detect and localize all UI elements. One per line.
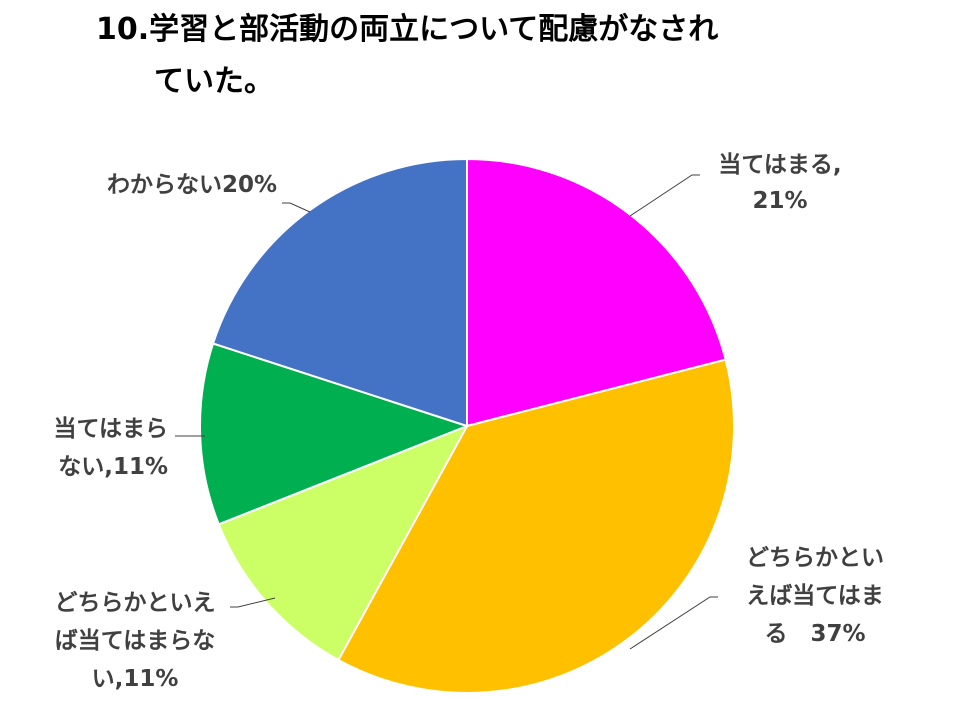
slice-label-3: どちらかといえば当てはまらない,11%: [55, 590, 216, 692]
slice-label-4: 当てはまらない,11%: [53, 416, 168, 480]
chart-title: 10.学習と部活動の両立について配慮がなされ ていた。: [96, 4, 896, 108]
slice-label-line: ば当てはまらな: [55, 628, 216, 654]
slice-label-2: どちらかといえば当てはまる 37%: [746, 545, 884, 647]
leader-line-5: [282, 202, 311, 213]
slice-label-line: い,11%: [92, 666, 179, 692]
slice-label-5: わからない20%: [107, 172, 277, 198]
pie-slices: [199, 157, 735, 694]
chart-title-line2: ていた。: [154, 64, 274, 99]
slice-label-line: ない,11%: [58, 454, 168, 480]
slice-label-line: えば当てはま: [746, 583, 884, 609]
leader-line-2: [629, 596, 718, 650]
pie-slice-3: [217, 424, 470, 662]
slice-labels: 当てはまる, 21% どちらかといえば当てはまる 37% どちらかといえば当てはまらな…: [53, 152, 884, 692]
slice-label-line: どちらかとい: [746, 545, 884, 571]
slice-label-line: 当てはまら: [53, 416, 168, 442]
pie-slice-4: [199, 342, 470, 526]
slice-label-line: どちらかといえ: [55, 590, 216, 616]
pie-slice-2: [337, 358, 735, 694]
slice-label-line: わからない20%: [107, 172, 277, 198]
chart-title-line1: 10.学習と部活動の両立について配慮がなされ: [96, 12, 719, 47]
pie-slice-5: [211, 157, 468, 428]
leader-line-3: [230, 597, 276, 608]
leader-lines: [175, 174, 718, 650]
slice-label-line: 21%: [752, 188, 807, 214]
slice-label-line: る 37%: [764, 621, 865, 647]
leader-line-1: [629, 174, 700, 217]
slice-label-line: 当てはまる,: [718, 152, 841, 178]
slice-label-1: 当てはまる, 21%: [718, 152, 841, 214]
